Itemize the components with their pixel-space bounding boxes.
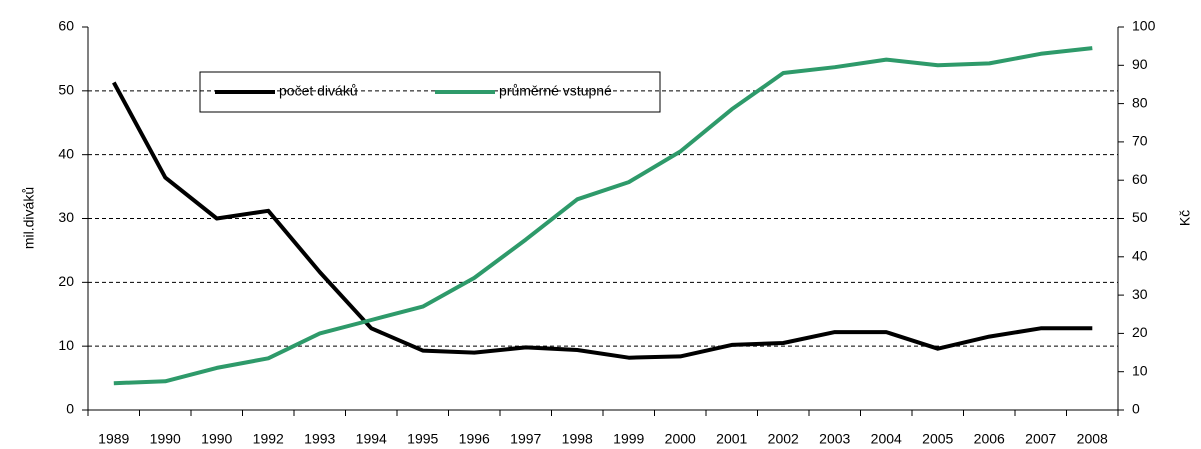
x-tick-label: 1990 (201, 431, 232, 447)
y2-tick-label: 20 (1132, 324, 1148, 340)
x-tick-label: 1996 (459, 431, 490, 447)
x-tick-label: 1998 (562, 431, 593, 447)
x-tick-label: 1997 (510, 431, 541, 447)
y2-tick-label: 90 (1132, 56, 1148, 72)
y-tick-label: 30 (58, 209, 74, 225)
y2-tick-label: 30 (1132, 286, 1148, 302)
y2-tick-label: 60 (1132, 171, 1148, 187)
y2-tick-label: 100 (1132, 18, 1156, 34)
x-tick-label: 2005 (922, 431, 953, 447)
y2-tick-label: 70 (1132, 133, 1148, 149)
line-series (112, 81, 1093, 360)
line-series (113, 46, 1093, 386)
x-tick-label: 2001 (716, 431, 747, 447)
x-tick-label: 2002 (768, 431, 799, 447)
y2-tick-label: 80 (1132, 94, 1148, 110)
x-tick-label: 2006 (974, 431, 1005, 447)
y-tick-label: 60 (58, 18, 74, 34)
y2-axis-label: Kč (1177, 210, 1193, 226)
x-tick-label: 1999 (613, 431, 644, 447)
x-tick-label: 2000 (665, 431, 696, 447)
x-tick-label: 2003 (819, 431, 850, 447)
x-tick-label: 1995 (407, 431, 438, 447)
y2-tick-label: 0 (1132, 401, 1140, 417)
x-tick-label: 2007 (1025, 431, 1056, 447)
y-tick-label: 20 (58, 273, 74, 289)
x-tick-label: 1992 (253, 431, 284, 447)
x-tick-label: 2004 (871, 431, 902, 447)
y-axis-label: mil.diváků (21, 187, 37, 249)
y2-tick-label: 40 (1132, 248, 1148, 264)
y-tick-label: 40 (58, 145, 74, 161)
x-tick-label: 1990 (150, 431, 181, 447)
x-tick-label: 1993 (304, 431, 335, 447)
y-tick-label: 0 (66, 401, 74, 417)
y2-tick-label: 10 (1132, 362, 1148, 378)
legend-box (199, 71, 661, 113)
x-tick-label: 1989 (98, 431, 129, 447)
legend-label: počet diváků (279, 83, 358, 99)
y2-tick-label: 50 (1132, 209, 1148, 225)
y-tick-label: 10 (58, 337, 74, 353)
legend-label: průměrné vstupné (499, 83, 612, 99)
x-tick-label: 1994 (356, 431, 387, 447)
y-tick-label: 50 (58, 82, 74, 98)
x-tick-label: 2008 (1077, 431, 1108, 447)
